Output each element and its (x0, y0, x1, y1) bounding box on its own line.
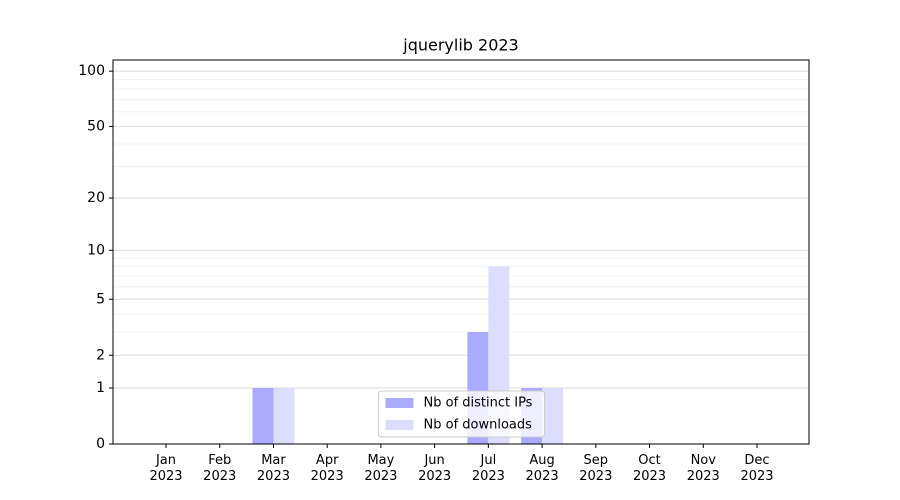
y-tick-label: 2 (96, 347, 105, 363)
x-tick-label: Dec 2023 (740, 453, 774, 484)
x-tick-label: Aug 2023 (525, 453, 559, 484)
y-tick-label: 20 (87, 190, 105, 206)
y-tick-label: 0 (96, 436, 105, 452)
x-tick-label: Jul 2023 (471, 453, 505, 484)
x-tick-label: Apr 2023 (310, 453, 344, 484)
bar (542, 388, 564, 444)
x-tick-label: Nov 2023 (686, 453, 720, 484)
legend-swatch (385, 398, 414, 408)
y-tick-label: 10 (87, 242, 105, 258)
legend-label: Nb of downloads (424, 418, 533, 433)
chart-title: jquerylib 2023 (402, 36, 518, 55)
x-tick-label: Mar 2023 (256, 453, 290, 484)
bar (273, 388, 295, 444)
legend: Nb of distinct IPs Nb of downloads (378, 390, 545, 438)
x-tick-label: Feb 2023 (203, 453, 237, 484)
plot-frame (112, 59, 810, 445)
x-tick-label: Oct 2023 (632, 453, 667, 484)
x-tick-label: May 2023 (364, 453, 398, 484)
y-tick-label: 50 (87, 118, 105, 134)
x-tick-label: Jan 2023 (149, 453, 183, 484)
bar (252, 388, 274, 444)
legend-box (378, 390, 545, 438)
y-tick-label: 1 (96, 380, 105, 396)
legend-label: Nb of distinct IPs (424, 396, 533, 411)
y-tick-label: 100 (78, 63, 105, 79)
x-tick-label: Jun 2023 (418, 453, 452, 484)
legend-swatch (385, 420, 414, 430)
x-tick-label: Sep 2023 (579, 453, 613, 484)
y-tick-label: 5 (96, 291, 105, 307)
